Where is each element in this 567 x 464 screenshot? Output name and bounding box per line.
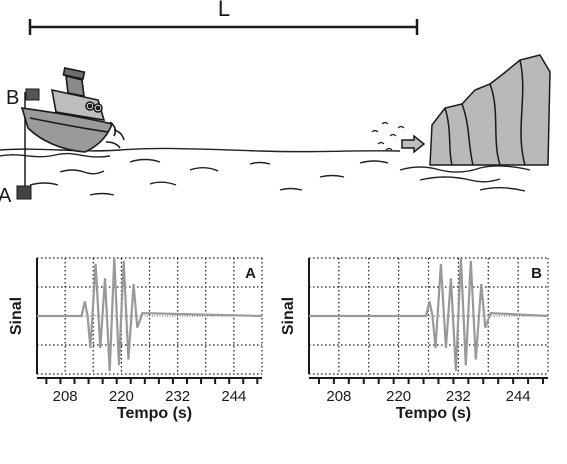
sensor-b-label: B [6, 87, 19, 109]
sensor-cable: B A [0, 87, 39, 207]
x-tick-label: 208 [326, 388, 351, 405]
sensor-a-label: A [0, 185, 12, 207]
y-axis-label: Sinal [8, 297, 25, 335]
y-axis-label: Sinal [280, 297, 297, 335]
distance-label: L [218, 0, 230, 21]
seismogram-b: 208 220 232 244 Tempo (s) Sinal B [280, 258, 548, 422]
ship-illustration [22, 68, 124, 152]
x-axis-label: Tempo (s) [117, 405, 192, 422]
x-tick-label: 244 [221, 388, 246, 405]
x-tick-label: 244 [506, 388, 531, 405]
sensor-b-buoy [26, 89, 39, 100]
x-axis-label: Tempo (s) [396, 405, 471, 422]
cliff-illustration [372, 55, 550, 165]
seismogram-a: 208 220 232 244 Tempo (s) Sinal A [8, 258, 262, 422]
panel-label: A [245, 265, 256, 282]
panel-label: B [531, 265, 542, 282]
x-tick-label: 220 [109, 388, 134, 405]
distance-dimension: L [30, 0, 417, 35]
x-tick-label: 220 [386, 388, 411, 405]
x-tick-label: 232 [165, 388, 190, 405]
x-tick-label: 232 [446, 388, 471, 405]
sensor-a-buoy [17, 186, 31, 199]
x-tick-label: 208 [53, 388, 78, 405]
